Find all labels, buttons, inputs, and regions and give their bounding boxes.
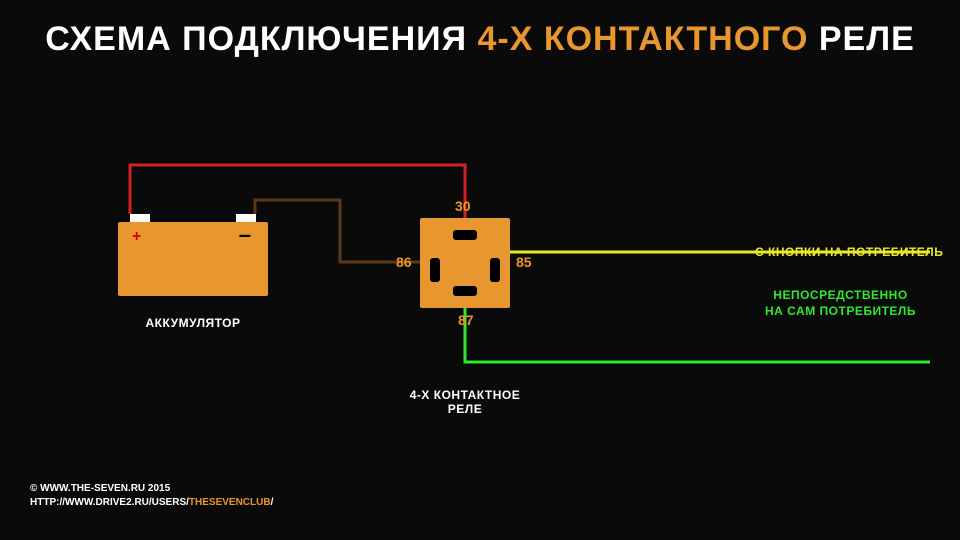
battery-minus-symbol: – [239,222,251,248]
credits-line2: HTTP://WWW.DRIVE2.RU/USERS/THESEVENCLUB/ [30,496,273,510]
pin-label-30: 30 [455,198,471,214]
relay-body [420,218,510,308]
credits-url-suffix: / [271,497,274,508]
pin-label-86: 86 [396,254,412,270]
credits-url-user: THESEVENCLUB [189,497,271,508]
battery-label: АККУМУЛЯТОР [118,316,268,330]
battery-terminal-minus [236,214,256,222]
relay-pin-85 [490,258,500,282]
wire-brown [255,200,420,262]
battery-body: + – [118,222,268,296]
wire-label-yellow: С КНОПКИ НА ПОТРЕБИТЕЛЬ [755,245,943,259]
pin-label-85: 85 [516,254,532,270]
relay-pin-87 [453,286,477,296]
battery-terminal-plus [130,214,150,222]
relay-pin-86 [430,258,440,282]
wire-label-green-line1: НЕПОСРЕДСТВЕННО [773,288,907,302]
credits-line1: © WWW.THE-SEVEN.RU 2015 [30,482,273,496]
wire-label-green-line2: НА САМ ПОТРЕБИТЕЛЬ [765,304,916,318]
credits-url-prefix: HTTP://WWW.DRIVE2.RU/USERS/ [30,497,189,508]
relay-pin-30 [453,230,477,240]
battery-plus-symbol: + [132,228,141,246]
wire-red [130,165,465,218]
relay-label: 4-Х КОНТАКТНОЕ РЕЛЕ [395,388,535,416]
credits: © WWW.THE-SEVEN.RU 2015 HTTP://WWW.DRIVE… [30,482,273,510]
pin-label-87: 87 [458,312,474,328]
wire-label-green: НЕПОСРЕДСТВЕННО НА САМ ПОТРЕБИТЕЛЬ [765,288,916,319]
